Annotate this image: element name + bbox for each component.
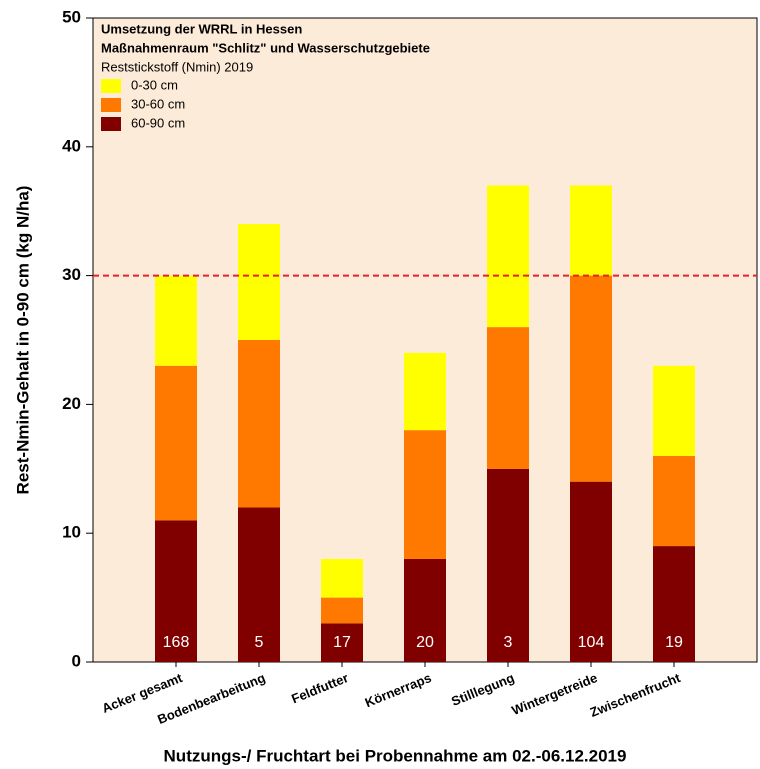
y-tick-label: 0 xyxy=(72,651,81,670)
bar-segment xyxy=(155,275,197,366)
y-tick-label: 30 xyxy=(62,265,81,284)
sample-count: 104 xyxy=(578,634,605,651)
bar-segment xyxy=(404,430,446,559)
bar-segment xyxy=(570,185,612,276)
bar-segment xyxy=(570,481,612,662)
x-tick-label: Feldfutter xyxy=(289,670,350,706)
bar-segment xyxy=(321,623,363,662)
chart-subtitle: Maßnahmenraum "Schlitz" und Wasserschutz… xyxy=(101,40,430,55)
legend-label: 30-60 cm xyxy=(131,96,185,111)
x-axis-label: Nutzungs-/ Fruchtart bei Probennahme am … xyxy=(164,746,627,765)
x-tick-label: Zwischenfrucht xyxy=(588,670,683,720)
legend-label: 0-30 cm xyxy=(131,77,178,92)
bar-segment xyxy=(487,468,529,662)
legend-swatch xyxy=(101,117,121,131)
legend-label: 60-90 cm xyxy=(131,115,185,130)
bar-segment xyxy=(155,365,197,521)
bar-segment xyxy=(238,224,280,340)
legend-title: Reststickstoff (Nmin) 2019 xyxy=(101,59,253,74)
sample-count: 17 xyxy=(333,634,351,651)
chart-title: Umsetzung der WRRL in Hessen xyxy=(101,21,302,36)
legend-swatch xyxy=(101,79,121,93)
x-tick-label: Körnerraps xyxy=(363,670,434,710)
sample-count: 20 xyxy=(416,634,434,651)
sample-count: 168 xyxy=(163,634,190,651)
bar-segment xyxy=(404,352,446,431)
x-tick-label: Stilllegung xyxy=(449,670,516,709)
bar-segment xyxy=(238,507,280,662)
bar-segment xyxy=(653,546,695,662)
bar-segment xyxy=(404,558,446,662)
bar-segment xyxy=(487,185,529,328)
bar-segment xyxy=(321,597,363,624)
bar-segment xyxy=(653,365,695,456)
bar-segment xyxy=(321,558,363,598)
bar-segment xyxy=(487,327,529,469)
bar-segment xyxy=(570,275,612,482)
y-tick-label: 40 xyxy=(62,136,81,155)
y-tick-label: 20 xyxy=(62,394,81,413)
sample-count: 19 xyxy=(665,634,683,651)
y-axis-label: Rest-Nmin-Gehalt in 0-90 cm (kg N/ha) xyxy=(13,186,32,495)
sample-count: 5 xyxy=(255,634,264,651)
bar-segment xyxy=(653,455,695,547)
y-tick-label: 50 xyxy=(62,7,81,26)
bar-segment xyxy=(238,340,280,508)
x-tick-label: Wintergetreide xyxy=(510,670,600,718)
y-tick-label: 10 xyxy=(62,523,81,542)
sample-count: 3 xyxy=(504,634,513,651)
bar-segment xyxy=(155,520,197,662)
legend-swatch xyxy=(101,98,121,112)
